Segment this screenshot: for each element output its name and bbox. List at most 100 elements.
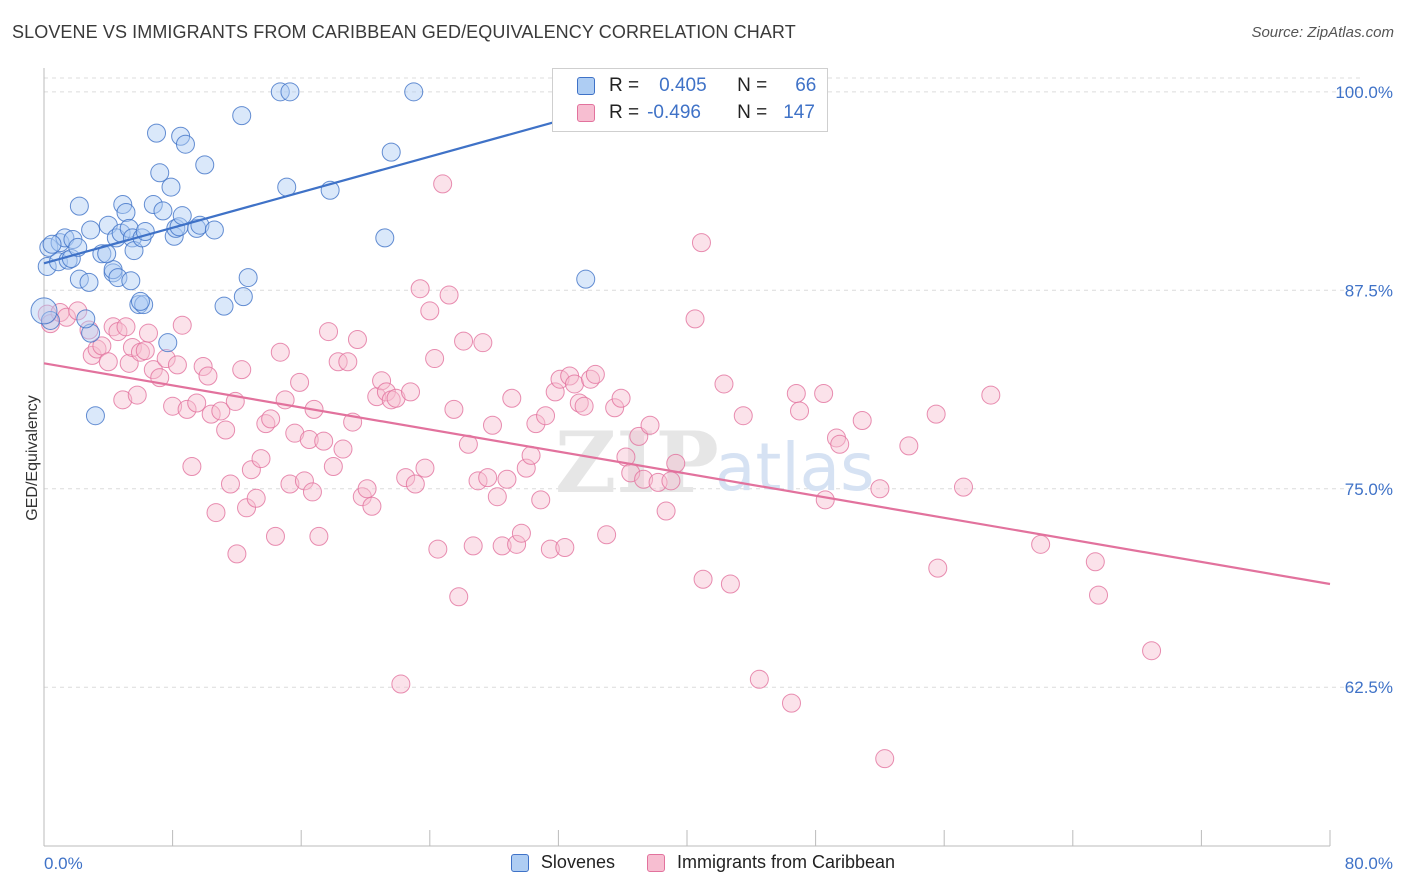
data-point	[319, 322, 339, 342]
watermark-atlas: atlas	[715, 429, 875, 506]
data-point	[693, 569, 713, 589]
data-point	[852, 410, 872, 430]
data-point	[156, 349, 176, 369]
chart-title: SLOVENE VS IMMIGRANTS FROM CARIBBEAN GED…	[12, 22, 796, 42]
data-point	[232, 106, 252, 126]
legend-n-value: 66	[795, 75, 817, 96]
data-point	[714, 374, 734, 394]
data-point	[195, 155, 215, 175]
data-point	[564, 374, 584, 394]
data-point	[285, 423, 305, 443]
data-point	[113, 390, 133, 410]
legend-item-slovenes: Slovenes	[510, 852, 615, 873]
x-tick-label: 0.0%	[44, 854, 83, 873]
data-point	[233, 287, 253, 307]
data-point	[30, 297, 58, 325]
data-point	[444, 399, 464, 419]
data-point	[367, 387, 387, 407]
data-point	[815, 490, 835, 510]
data-point	[69, 196, 89, 216]
axes	[43, 68, 1331, 847]
data-point	[150, 163, 170, 183]
data-point	[127, 385, 147, 405]
data-point	[138, 323, 158, 343]
data-point	[611, 388, 631, 408]
data-point	[261, 409, 281, 429]
data-point	[1089, 585, 1109, 605]
data-point	[391, 674, 411, 694]
data-point	[134, 295, 154, 315]
data-point	[410, 279, 430, 299]
data-point	[640, 415, 660, 435]
data-point	[415, 458, 435, 478]
data-point	[781, 693, 801, 713]
data-point	[167, 355, 187, 375]
data-point	[129, 295, 149, 315]
data-point	[404, 82, 424, 102]
legend-swatch-pink	[577, 104, 595, 122]
data-point	[302, 482, 322, 502]
data-point	[314, 431, 334, 451]
data-point	[97, 244, 117, 264]
legend-row-slovenes: R = 0.405 N = 66	[553, 73, 816, 99]
data-point	[536, 406, 556, 426]
data-point	[420, 301, 440, 321]
legend-item-caribbean: Immigrants from Caribbean	[646, 852, 895, 873]
source-label: Source: ZipAtlas.com	[1251, 24, 1394, 41]
data-point	[786, 383, 806, 403]
data-point	[720, 574, 740, 594]
data-point	[526, 414, 546, 434]
data-point	[220, 474, 240, 494]
legend-n-label: N =	[737, 102, 768, 123]
data-point	[153, 201, 173, 221]
data-point	[372, 371, 392, 391]
data-point	[98, 352, 118, 372]
data-point	[926, 404, 946, 424]
data-point	[135, 341, 155, 361]
y-tick-label: 87.5%	[1345, 281, 1393, 300]
data-point	[121, 271, 141, 291]
data-point	[953, 477, 973, 497]
data-point	[76, 309, 96, 329]
legend-label-slovenes: Slovenes	[540, 852, 615, 872]
data-point	[42, 234, 62, 254]
data-point	[492, 536, 512, 556]
data-point	[814, 383, 834, 403]
legend-n-value: 147	[783, 102, 815, 123]
data-point	[497, 469, 517, 489]
data-point	[396, 468, 416, 488]
data-point	[875, 749, 895, 769]
data-point	[290, 372, 310, 392]
data-point	[81, 220, 101, 240]
data-point	[227, 544, 247, 564]
data-point	[478, 468, 498, 488]
data-point	[85, 406, 105, 426]
data-point	[1031, 534, 1051, 554]
data-point	[108, 268, 128, 288]
data-point	[270, 82, 290, 102]
data-point	[439, 285, 459, 305]
data-point	[116, 317, 136, 337]
data-point	[246, 488, 266, 508]
data-point	[79, 272, 99, 292]
data-point	[381, 142, 401, 162]
data-point	[790, 401, 810, 421]
data-point	[294, 471, 314, 491]
data-point	[280, 82, 300, 102]
data-point	[82, 345, 102, 365]
data-point	[362, 496, 382, 516]
data-point	[175, 134, 195, 154]
data-point	[749, 669, 769, 689]
data-point	[733, 406, 753, 426]
legend-r-value: 0.405	[659, 75, 707, 96]
data-point	[386, 388, 406, 408]
data-point	[634, 469, 654, 489]
data-point	[545, 382, 565, 402]
x-tick-label: 80.0%	[1345, 854, 1393, 873]
data-point	[333, 439, 353, 459]
data-point	[425, 349, 445, 369]
data-point	[899, 436, 919, 456]
y-tick-label: 100.0%	[1335, 83, 1393, 102]
legend-row-caribbean: R = -0.496 N = 147	[553, 100, 815, 126]
correlation-legend: R = 0.405 N = 66 R = -0.496 N = 147	[552, 68, 828, 132]
